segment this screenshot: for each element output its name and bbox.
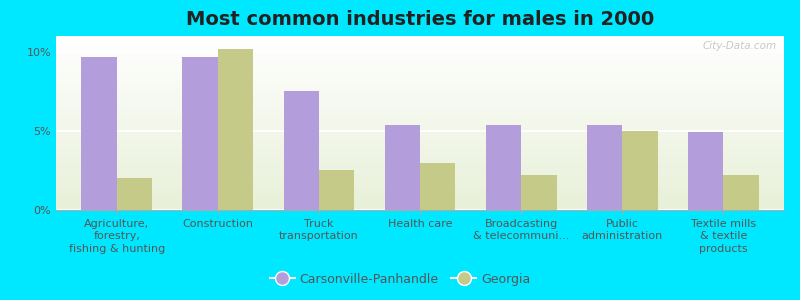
- Bar: [587, 124, 622, 210]
- Bar: [117, 178, 152, 210]
- Bar: [521, 175, 557, 210]
- Bar: [622, 131, 658, 210]
- Bar: [486, 124, 521, 210]
- Bar: [420, 163, 455, 210]
- Bar: [688, 133, 723, 210]
- Bar: [319, 170, 354, 210]
- Bar: [82, 57, 117, 210]
- Bar: [218, 49, 253, 210]
- Text: City-Data.com: City-Data.com: [702, 41, 777, 51]
- Bar: [723, 175, 758, 210]
- Bar: [182, 57, 218, 210]
- Legend: Carsonville-Panhandle, Georgia: Carsonville-Panhandle, Georgia: [265, 268, 535, 291]
- Bar: [385, 124, 420, 210]
- Bar: [283, 92, 319, 210]
- Title: Most common industries for males in 2000: Most common industries for males in 2000: [186, 10, 654, 29]
